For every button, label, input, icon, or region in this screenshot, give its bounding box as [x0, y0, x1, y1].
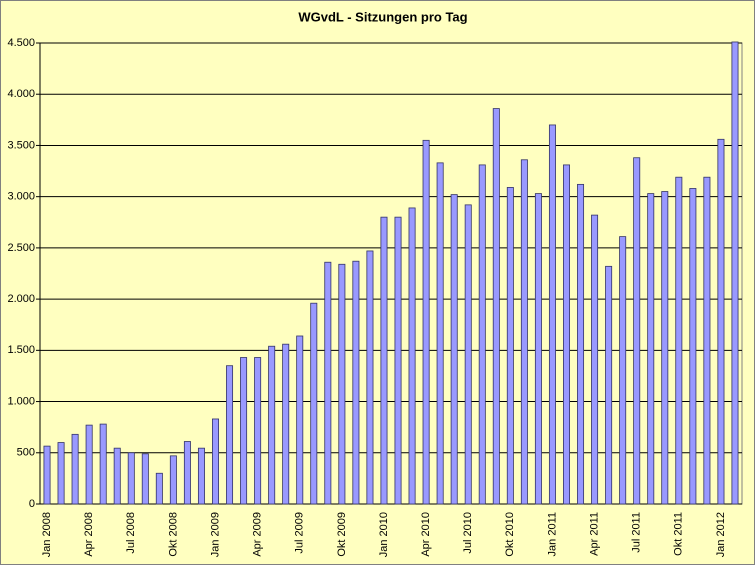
bar [506, 187, 514, 505]
bar [689, 188, 697, 505]
bar [675, 176, 683, 505]
bar [296, 335, 304, 505]
y-tick-label: 0 [29, 498, 35, 510]
bar [197, 447, 205, 505]
x-tick-label: Jan 2010 [378, 512, 390, 557]
bar [563, 164, 570, 505]
bar [408, 207, 416, 505]
y-tick-label: 1.500 [7, 344, 35, 356]
x-tick-label: Okt 2011 [673, 512, 685, 556]
bar [633, 157, 641, 505]
bar [548, 124, 556, 505]
x-tick-label: Okt 2009 [336, 512, 348, 557]
x-tick-label: Okt 2010 [504, 512, 516, 557]
bar [478, 164, 486, 505]
bar [43, 445, 51, 505]
bar [464, 204, 472, 505]
bar [324, 261, 332, 505]
bar [577, 183, 585, 505]
bar [71, 433, 79, 505]
y-tick-label: 2.000 [7, 293, 35, 305]
y-tick-label: 1.000 [7, 395, 35, 407]
bar [647, 193, 655, 505]
bar [717, 138, 725, 505]
bar [268, 345, 276, 505]
bar [57, 442, 65, 505]
x-tick-label: Apr 2011 [588, 512, 600, 556]
bar [310, 302, 318, 505]
bar [85, 424, 93, 505]
bar [605, 265, 613, 505]
bar [394, 216, 402, 505]
x-tick-label: Jan 2008 [41, 512, 53, 557]
x-tick-label: Jan 2012 [715, 512, 727, 557]
bar [352, 260, 360, 505]
bar [155, 472, 163, 505]
bar [619, 236, 627, 505]
x-tick-label: Jan 2011 [546, 512, 558, 556]
bar [731, 41, 739, 505]
x-tick-label: Jan 2009 [209, 512, 221, 557]
bar [380, 216, 388, 505]
bar [520, 159, 528, 505]
bar [366, 250, 374, 505]
x-tick-label: Jul 2009 [294, 512, 306, 554]
bar [661, 191, 669, 505]
x-tick-label: Jul 2011 [631, 512, 643, 553]
bar [226, 365, 234, 505]
x-tick-label: Jul 2010 [462, 512, 474, 554]
bar [99, 423, 107, 505]
x-tick-label: Jul 2008 [125, 512, 137, 554]
x-tick-label: Okt 2008 [167, 512, 179, 557]
bar [338, 263, 346, 505]
y-tick-label: 2.500 [7, 242, 35, 254]
bar [450, 194, 458, 505]
y-tick-label: 3.500 [7, 139, 35, 151]
chart-title: WGvdL - Sitzungen pro Tag [298, 9, 467, 24]
bar [113, 447, 121, 505]
bar [141, 453, 149, 505]
y-tick-label: 3.000 [7, 191, 35, 203]
bar [591, 214, 599, 505]
bar [282, 343, 290, 505]
bar [254, 357, 262, 505]
bar [422, 139, 430, 505]
bar [169, 455, 177, 505]
bar [212, 418, 219, 505]
x-tick-label: Apr 2009 [252, 512, 264, 557]
y-tick-label: 4.000 [7, 88, 35, 100]
bar [183, 441, 191, 505]
bar [240, 357, 248, 505]
y-tick-label: 500 [17, 447, 35, 459]
x-tick-label: Apr 2010 [420, 512, 432, 557]
y-tick-label: 4.500 [7, 37, 35, 49]
x-tick-label: Apr 2008 [83, 512, 95, 557]
bar [703, 176, 711, 505]
bar [436, 162, 444, 505]
bar [127, 452, 135, 505]
bar [534, 193, 542, 505]
bar [492, 108, 500, 505]
